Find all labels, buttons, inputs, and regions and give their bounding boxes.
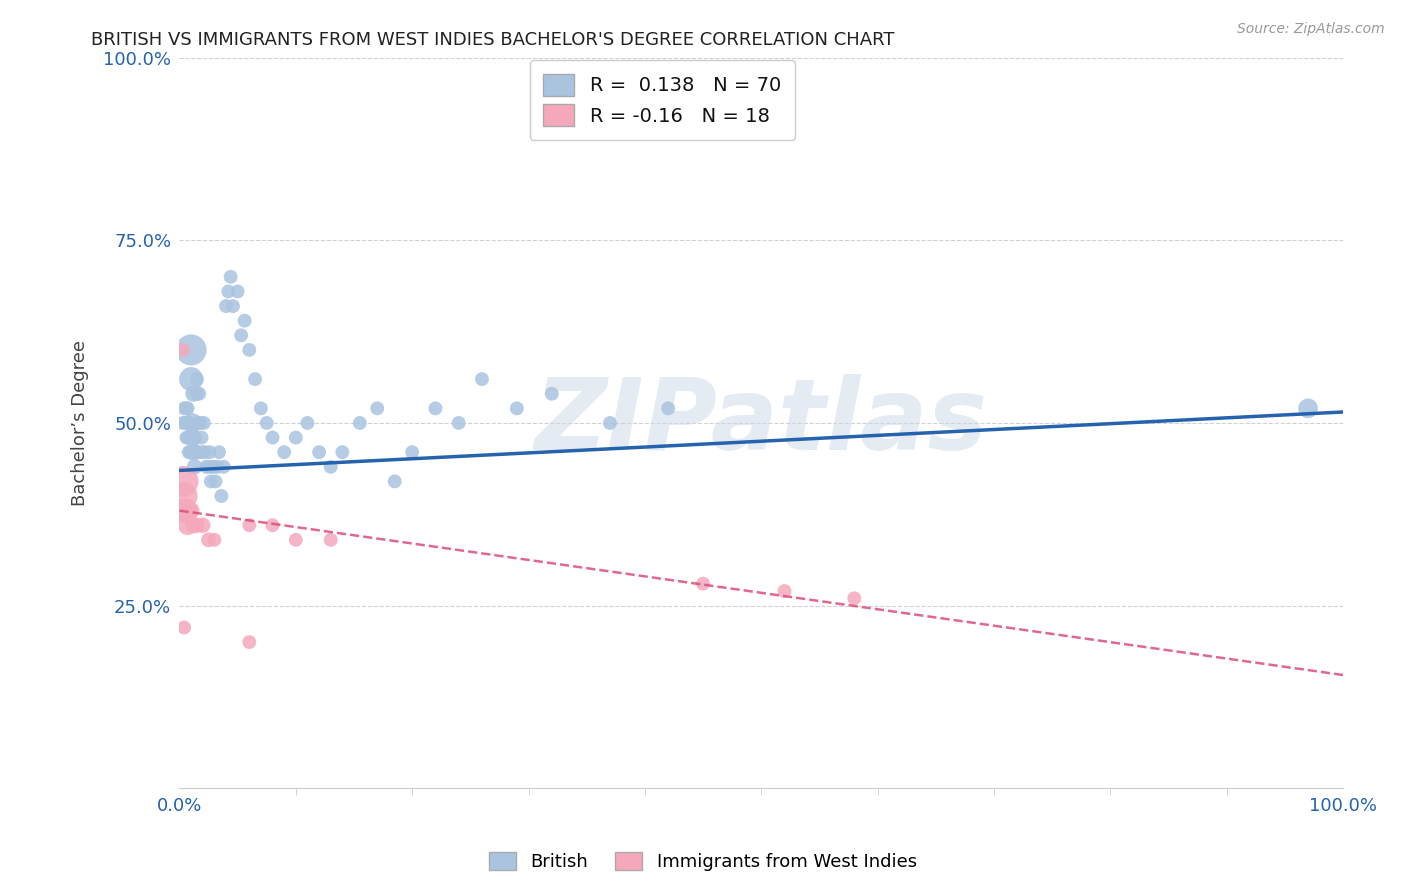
Point xyxy=(197,533,219,547)
Point xyxy=(319,533,342,547)
Point xyxy=(194,445,217,459)
Point xyxy=(176,401,198,416)
Point xyxy=(209,489,232,503)
Point xyxy=(200,475,222,489)
Y-axis label: Bachelor’s Degree: Bachelor’s Degree xyxy=(72,340,89,506)
Point xyxy=(176,431,198,445)
Point xyxy=(181,416,204,430)
Point xyxy=(191,445,214,459)
Point xyxy=(193,416,215,430)
Point xyxy=(273,445,295,459)
Point xyxy=(349,416,371,430)
Text: BRITISH VS IMMIGRANTS FROM WEST INDIES BACHELOR'S DEGREE CORRELATION CHART: BRITISH VS IMMIGRANTS FROM WEST INDIES B… xyxy=(91,31,894,49)
Point xyxy=(599,416,621,430)
Point xyxy=(204,475,226,489)
Point xyxy=(180,503,202,517)
Point xyxy=(284,533,307,547)
Point xyxy=(229,328,252,343)
Point xyxy=(222,299,245,313)
Point xyxy=(233,314,256,328)
Text: ZIPatlas: ZIPatlas xyxy=(534,375,988,472)
Point xyxy=(330,445,353,459)
Point xyxy=(183,431,205,445)
Point xyxy=(540,386,562,401)
Point xyxy=(366,401,388,416)
Point xyxy=(183,518,205,533)
Point xyxy=(401,445,423,459)
Point xyxy=(262,431,284,445)
Point xyxy=(187,445,209,459)
Point xyxy=(471,372,494,386)
Point xyxy=(217,285,239,299)
Point xyxy=(202,533,225,547)
Point xyxy=(173,620,195,634)
Point xyxy=(212,459,235,474)
Legend: British, Immigrants from West Indies: British, Immigrants from West Indies xyxy=(482,845,924,879)
Point xyxy=(692,576,714,591)
Point xyxy=(180,343,202,357)
Point xyxy=(256,416,278,430)
Point xyxy=(184,445,207,459)
Point xyxy=(215,299,238,313)
Point xyxy=(773,584,796,599)
Point xyxy=(238,518,260,533)
Point xyxy=(188,386,211,401)
Point xyxy=(190,431,212,445)
Point xyxy=(176,503,198,517)
Point xyxy=(183,386,205,401)
Point xyxy=(284,431,307,445)
Point xyxy=(190,416,212,430)
Point xyxy=(187,416,209,430)
Point xyxy=(202,459,225,474)
Point xyxy=(172,416,194,430)
Point xyxy=(181,431,204,445)
Point xyxy=(195,459,218,474)
Point xyxy=(1296,401,1319,416)
Point xyxy=(238,635,260,649)
Point xyxy=(308,445,330,459)
Point xyxy=(176,518,198,533)
Point xyxy=(319,459,342,474)
Point xyxy=(198,445,221,459)
Point xyxy=(243,372,266,386)
Point xyxy=(197,459,219,474)
Point xyxy=(657,401,679,416)
Point xyxy=(183,445,205,459)
Point xyxy=(208,445,231,459)
Point xyxy=(173,489,195,503)
Point xyxy=(174,503,197,517)
Point xyxy=(250,401,273,416)
Point xyxy=(180,372,202,386)
Point xyxy=(425,401,447,416)
Point xyxy=(186,372,208,386)
Point xyxy=(297,416,319,430)
Point xyxy=(186,518,208,533)
Point xyxy=(173,401,195,416)
Point xyxy=(506,401,529,416)
Point xyxy=(844,591,866,606)
Point xyxy=(207,459,229,474)
Point xyxy=(172,343,194,357)
Point xyxy=(191,518,214,533)
Point xyxy=(176,431,198,445)
Point xyxy=(262,518,284,533)
Legend: R =  0.138   N = 70, R = -0.16   N = 18: R = 0.138 N = 70, R = -0.16 N = 18 xyxy=(530,60,794,140)
Point xyxy=(447,416,470,430)
Point xyxy=(172,475,194,489)
Point xyxy=(219,269,242,284)
Point xyxy=(201,459,224,474)
Point xyxy=(226,285,249,299)
Point xyxy=(238,343,260,357)
Point xyxy=(179,445,201,459)
Point xyxy=(183,459,205,474)
Point xyxy=(176,401,198,416)
Point xyxy=(174,416,197,430)
Point xyxy=(186,386,208,401)
Point xyxy=(177,416,200,430)
Text: Source: ZipAtlas.com: Source: ZipAtlas.com xyxy=(1237,22,1385,37)
Point xyxy=(177,445,200,459)
Point xyxy=(384,475,406,489)
